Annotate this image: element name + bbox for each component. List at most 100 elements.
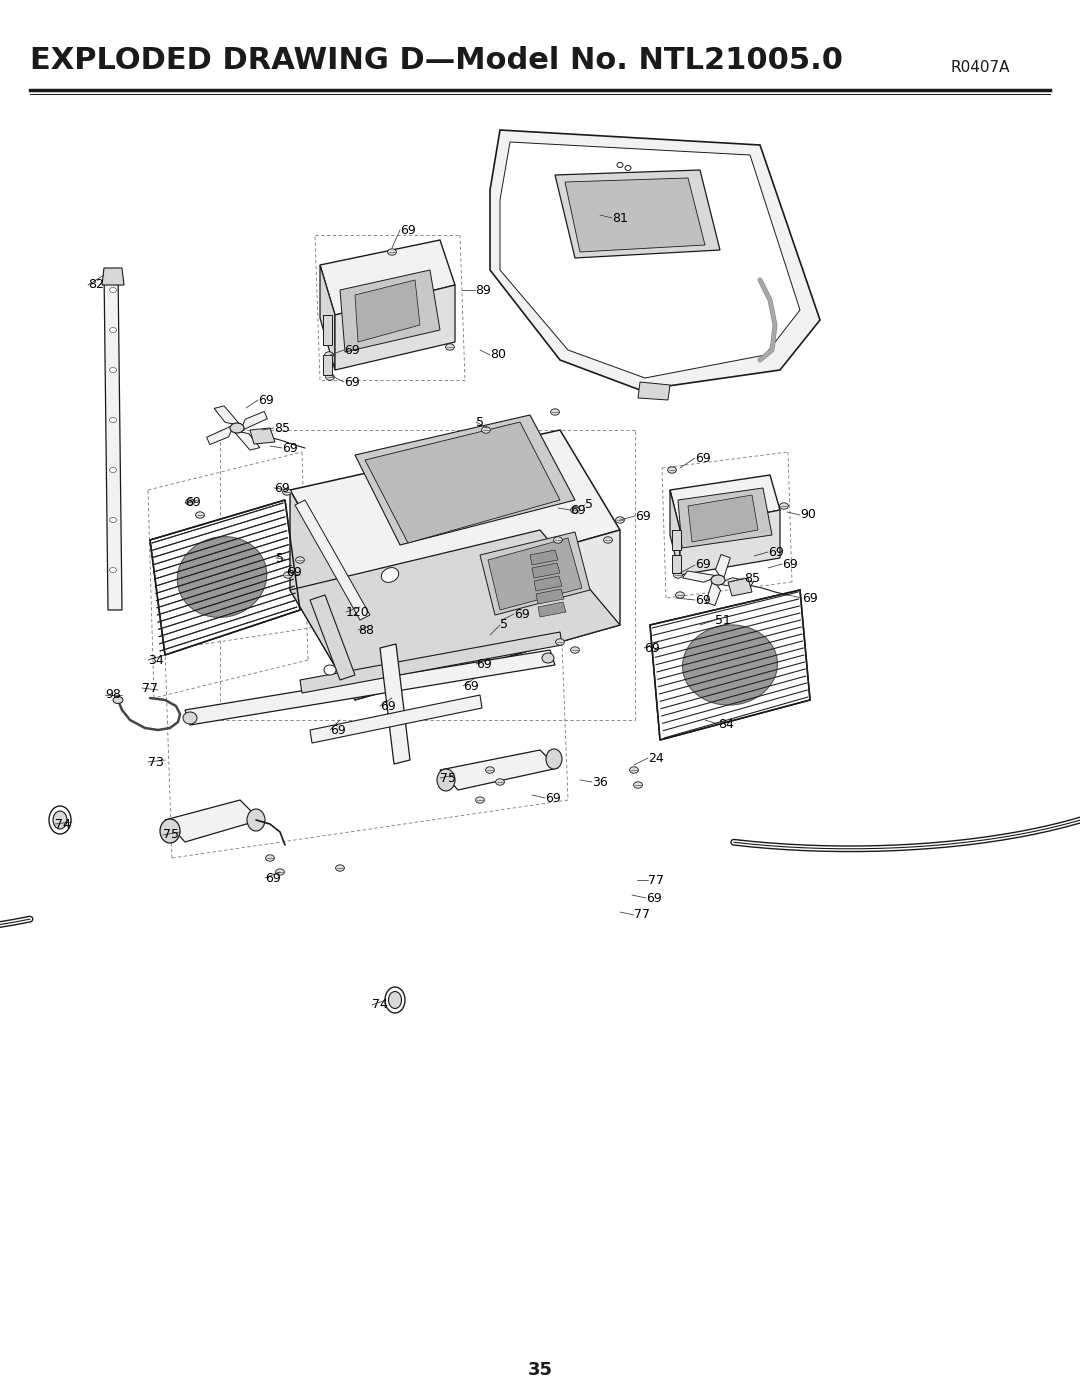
Polygon shape (715, 555, 730, 580)
Polygon shape (291, 430, 620, 605)
Ellipse shape (551, 409, 559, 415)
Text: 34: 34 (148, 654, 164, 666)
Ellipse shape (109, 288, 117, 292)
Text: 90: 90 (800, 509, 815, 521)
Text: 5: 5 (500, 619, 508, 631)
Text: 69: 69 (345, 376, 360, 388)
Polygon shape (670, 475, 780, 529)
Polygon shape (705, 580, 720, 605)
Ellipse shape (630, 767, 638, 773)
Ellipse shape (780, 503, 788, 509)
Ellipse shape (325, 374, 335, 380)
Ellipse shape (109, 517, 117, 522)
Polygon shape (670, 490, 680, 576)
Polygon shape (320, 240, 455, 314)
Text: 85: 85 (274, 422, 291, 434)
Polygon shape (185, 650, 555, 725)
Text: 77: 77 (634, 908, 650, 922)
Ellipse shape (195, 511, 204, 518)
Ellipse shape (555, 638, 565, 645)
Text: 24: 24 (648, 752, 664, 764)
Polygon shape (291, 490, 355, 700)
Ellipse shape (388, 249, 396, 256)
Ellipse shape (296, 557, 305, 563)
Ellipse shape (625, 165, 631, 170)
Ellipse shape (683, 624, 778, 705)
Polygon shape (638, 381, 670, 400)
Polygon shape (672, 555, 681, 573)
Polygon shape (565, 177, 705, 251)
Text: 69: 69 (696, 559, 711, 571)
Ellipse shape (325, 352, 334, 358)
Polygon shape (310, 595, 355, 680)
Ellipse shape (381, 567, 399, 583)
Text: 69: 69 (463, 679, 478, 693)
Polygon shape (440, 750, 558, 789)
Polygon shape (488, 538, 582, 610)
Text: 73: 73 (148, 756, 164, 768)
Text: 69: 69 (345, 344, 360, 356)
Polygon shape (355, 279, 420, 342)
Polygon shape (355, 415, 575, 545)
Polygon shape (534, 576, 562, 591)
Polygon shape (728, 578, 752, 597)
Text: 36: 36 (592, 775, 608, 788)
Polygon shape (102, 268, 124, 285)
Polygon shape (240, 412, 268, 432)
Text: 69: 69 (696, 451, 711, 464)
Ellipse shape (324, 665, 336, 675)
Text: 5: 5 (476, 415, 484, 429)
Ellipse shape (275, 869, 284, 875)
Polygon shape (536, 590, 564, 604)
Ellipse shape (389, 992, 402, 1009)
Text: 69: 69 (185, 496, 201, 510)
Polygon shape (323, 355, 332, 374)
Ellipse shape (53, 812, 67, 828)
Ellipse shape (177, 536, 267, 617)
Ellipse shape (109, 327, 117, 332)
Text: 74: 74 (55, 817, 71, 830)
Text: 77: 77 (648, 873, 664, 887)
Ellipse shape (437, 768, 455, 791)
Ellipse shape (186, 499, 194, 506)
Text: 69: 69 (258, 394, 273, 407)
Ellipse shape (711, 576, 725, 585)
Polygon shape (530, 550, 558, 564)
Polygon shape (680, 510, 780, 576)
Ellipse shape (570, 507, 579, 513)
Polygon shape (150, 500, 300, 655)
Polygon shape (335, 285, 455, 370)
Text: 85: 85 (744, 571, 760, 584)
Ellipse shape (113, 697, 123, 704)
Ellipse shape (546, 749, 562, 768)
Ellipse shape (676, 592, 685, 598)
Text: 69: 69 (545, 792, 561, 805)
Text: 69: 69 (802, 591, 818, 605)
Polygon shape (555, 170, 720, 258)
Polygon shape (104, 270, 122, 610)
Ellipse shape (109, 418, 117, 422)
Polygon shape (683, 571, 718, 583)
Polygon shape (323, 314, 332, 345)
Polygon shape (532, 563, 561, 578)
Polygon shape (214, 407, 241, 426)
Text: 69: 69 (644, 641, 660, 655)
Text: 89: 89 (475, 284, 491, 296)
Text: 69: 69 (330, 724, 346, 736)
Ellipse shape (247, 809, 265, 831)
Ellipse shape (446, 344, 455, 351)
Ellipse shape (542, 652, 554, 664)
Text: 80: 80 (490, 348, 507, 362)
Text: 69: 69 (400, 224, 416, 236)
Polygon shape (206, 425, 234, 444)
Ellipse shape (554, 536, 563, 543)
Polygon shape (380, 644, 410, 764)
Text: 69: 69 (476, 658, 491, 671)
Text: 88: 88 (357, 623, 374, 637)
Text: 69: 69 (782, 557, 798, 570)
Polygon shape (688, 495, 758, 542)
Text: 69: 69 (570, 503, 585, 517)
Ellipse shape (604, 536, 612, 543)
Text: 75: 75 (163, 828, 179, 841)
Text: R0407A: R0407A (950, 60, 1010, 75)
